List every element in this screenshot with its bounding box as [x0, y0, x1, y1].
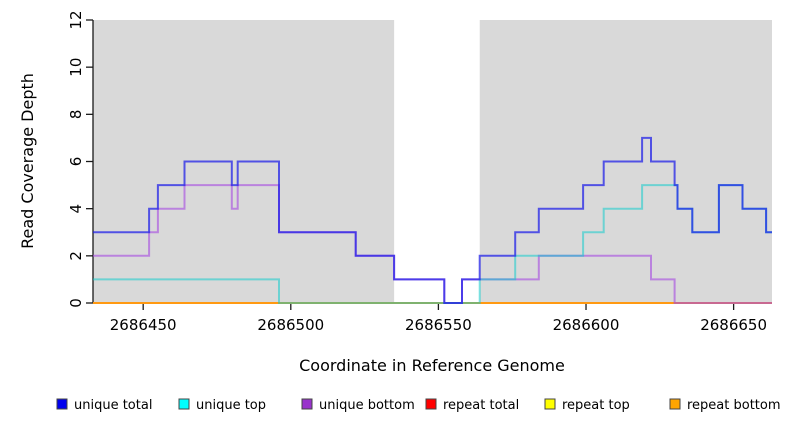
axis-ticks-layer: 2686450 2686500 2686550 2686600 2686650 0 2 4 6 8…: [67, 10, 767, 334]
legend-label-unique-total: unique total: [74, 398, 152, 413]
y-tick-label-10: 10: [67, 58, 85, 77]
legend-label-repeat-total: repeat total: [443, 398, 519, 413]
x-axis-title: Coordinate in Reference Genome: [299, 356, 565, 375]
series-layer: [93, 136, 772, 304]
x-tick-label-2686550: 2686550: [405, 316, 472, 334]
legend-swatch-unique-top: [178, 398, 190, 410]
series-line-unique-total: [93, 136, 772, 304]
y-tick-label-12: 12: [67, 10, 85, 29]
legend-label-repeat-bottom: repeat bottom: [687, 398, 781, 413]
x-tick-label-2686600: 2686600: [553, 316, 620, 334]
y-tick-label-2: 2: [67, 251, 85, 261]
x-tick-label-2686650: 2686650: [700, 316, 767, 334]
legend-swatch-repeat-top: [544, 398, 556, 410]
y-axis-title: Read Coverage Depth: [18, 73, 37, 249]
legend-label-repeat-top: repeat top: [562, 398, 630, 413]
y-tick-label-8: 8: [67, 110, 85, 120]
legend-swatch-unique-total: [56, 398, 68, 410]
x-tick-label-2686450: 2686450: [110, 316, 177, 334]
legend-swatch-unique-bottom: [301, 398, 313, 410]
legend: unique total unique top unique bottom re…: [56, 398, 781, 413]
legend-label-unique-bottom: unique bottom: [319, 398, 415, 413]
y-tick-label-6: 6: [67, 157, 85, 167]
legend-label-unique-top: unique top: [196, 398, 266, 413]
y-tick-label-4: 4: [67, 204, 85, 214]
x-tick-label-2686500: 2686500: [257, 316, 324, 334]
y-tick-label-0: 0: [67, 298, 85, 308]
legend-swatch-repeat-total: [425, 398, 437, 410]
legend-swatch-repeat-bottom: [669, 398, 681, 410]
